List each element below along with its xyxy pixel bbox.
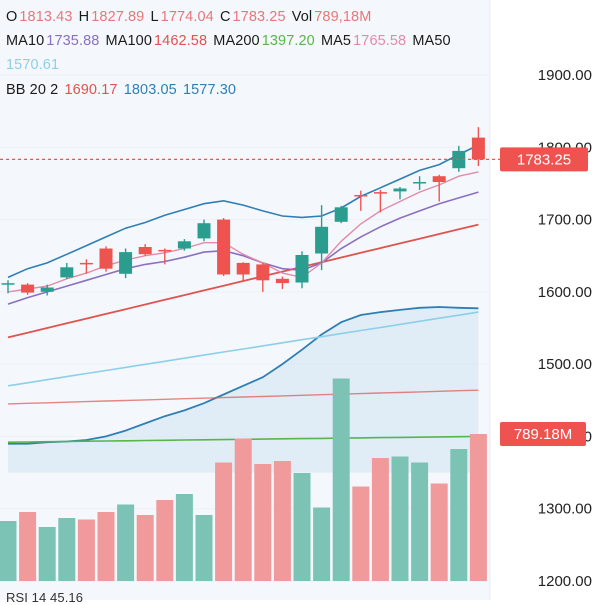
ma50-label: MA50 [412, 33, 451, 49]
open-value: 1813.43 [19, 9, 73, 25]
volume-bar [136, 515, 154, 581]
ma5-label: MA5 [320, 33, 352, 49]
candle-body [236, 262, 250, 275]
volume-bar [195, 515, 213, 581]
ma10-line [7, 191, 479, 305]
candle-body [393, 188, 407, 192]
volume-bar [293, 473, 311, 581]
candle-body [432, 176, 446, 182]
volume-label: Vol [291, 9, 313, 25]
candle-body [138, 247, 152, 255]
rsi-row-partial: RSI 14 45.16 [6, 590, 85, 605]
volume-bar [0, 521, 17, 581]
volume-bar [430, 483, 448, 581]
candle-body [197, 223, 211, 239]
ma100-value: 1462.58 [154, 33, 208, 49]
candle-body [177, 241, 191, 249]
bollinger-mid-value: 1690.17 [64, 82, 118, 98]
ma200-value: 1397.20 [261, 33, 315, 49]
candle-body [256, 264, 270, 281]
ohlc-row: O 1813.43 H 1827.89 L 1774.04 C 1783.25 Vol 7… [6, 9, 373, 25]
volume-bar [273, 461, 291, 581]
candle-body [1, 283, 15, 285]
candle-body [471, 137, 485, 160]
candle-body [21, 284, 35, 293]
candle-body [315, 226, 329, 254]
volume-bar [156, 500, 174, 581]
volume-bar [313, 507, 331, 581]
ma10-label: MA10 [6, 33, 45, 49]
open-label: O [6, 9, 18, 25]
last-price-label: 1783.25 [517, 151, 571, 168]
candle-body [217, 219, 231, 275]
y-tick-label: 1200.00 [538, 573, 592, 590]
candle-body [99, 248, 113, 269]
close-label: C [219, 9, 231, 25]
candle-body [275, 278, 289, 284]
volume-bar [332, 378, 350, 581]
close-value: 1783.25 [232, 9, 286, 25]
high-value: 1827.89 [91, 9, 145, 25]
volume-bar [58, 518, 76, 581]
ma5-value: 1765.58 [353, 33, 407, 49]
candle-body [119, 252, 133, 274]
volume-value: 789,18M [314, 9, 372, 25]
ma-row: MA10 1735.88 MA100 1462.58 MA200 1397.20 MA… [6, 33, 453, 49]
last-volume-badge [500, 422, 586, 446]
bollinger-upper-line [7, 144, 479, 279]
bollinger-lower-line [8, 306, 479, 445]
ma200-label: MA200 [213, 33, 260, 49]
bollinger-row: BB 20 2 1690.17 1803.05 1577.30 [6, 82, 238, 98]
volume-bar [411, 462, 429, 581]
ma10-value: 1735.88 [46, 33, 100, 49]
candle-body [334, 207, 348, 222]
candle-body [295, 255, 309, 283]
volume-bar [391, 456, 409, 581]
volume-bar [352, 486, 370, 581]
low-label: L [150, 9, 159, 25]
volume-bar [234, 438, 252, 581]
y-tick-label: 1700.00 [538, 212, 592, 229]
y-tick-label: 1500.00 [538, 356, 592, 373]
candle-body [60, 267, 74, 278]
y-tick-label: 1600.00 [538, 284, 592, 301]
last-price-badge [500, 147, 588, 172]
volume-bar [254, 464, 272, 581]
volume-bar [38, 527, 56, 581]
candle-body [354, 195, 368, 197]
candle-body [413, 182, 427, 184]
bollinger-lower-value: 1577.30 [182, 82, 237, 98]
candle-body [79, 262, 93, 265]
volume-bar [117, 504, 135, 581]
volume-bar [175, 494, 193, 581]
ma100-line [7, 389, 479, 405]
rsi-label: RSI 14 45.16 [6, 590, 84, 605]
candle-body [373, 192, 387, 194]
volume-bar [450, 449, 468, 581]
y-tick-label: 1300.00 [538, 501, 592, 518]
volume-bar [371, 458, 389, 581]
volume-bar [469, 434, 487, 581]
ma100-label: MA100 [105, 33, 152, 49]
ma50-line [7, 311, 479, 387]
low-value: 1774.04 [160, 9, 214, 25]
bollinger-label: BB 20 2 [6, 82, 59, 98]
volume-bar [77, 519, 95, 581]
candle-body [158, 249, 172, 252]
volume-bar [215, 462, 233, 581]
ma50-value: 1570.61 [6, 57, 60, 73]
bollinger-upper-value: 1803.05 [123, 82, 177, 98]
last-volume-label: 789.18M [514, 426, 572, 443]
volume-bar [19, 512, 37, 581]
volume-bar [97, 512, 115, 581]
candle-body [40, 287, 54, 292]
y-tick-label: 1900.00 [538, 67, 592, 84]
ma50-row: 1570.61 [6, 57, 61, 73]
high-label: H [78, 9, 90, 25]
